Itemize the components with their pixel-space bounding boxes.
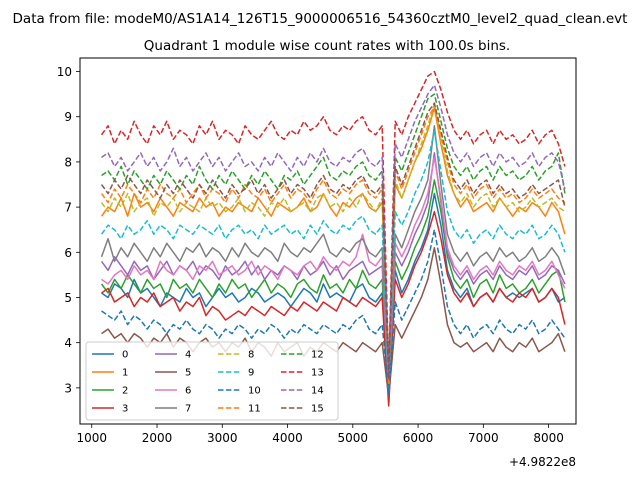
y-tick-label: 7	[64, 201, 72, 215]
legend-label-5: 5	[185, 368, 191, 379]
x-tick-label: 1000	[76, 431, 107, 445]
figure-suptitle: Data from file: modeM0/AS1A14_126T15_900…	[13, 11, 628, 27]
x-axis-ticks: 1000 2000 3000 4000 5000 6000 7000 8000	[76, 424, 564, 445]
x-tick-label: 3000	[207, 431, 238, 445]
y-tick-label: 4	[64, 336, 72, 350]
series-line-6	[101, 156, 566, 394]
legend-label-10: 10	[248, 386, 261, 397]
x-tick-label: 4000	[272, 431, 303, 445]
series-line-3	[101, 210, 566, 407]
series-line-9	[100, 129, 566, 389]
series-line-11	[100, 106, 566, 385]
legend-label-14: 14	[311, 386, 324, 397]
x-tick-label: 8000	[533, 431, 564, 445]
series-line-14	[101, 84, 566, 380]
legend-label-9: 9	[248, 368, 254, 379]
legend-label-0: 0	[122, 350, 128, 361]
plot-area	[79, 57, 577, 425]
legend-label-15: 15	[311, 404, 324, 415]
series-line-10	[101, 228, 566, 394]
y-tick-label: 6	[64, 246, 72, 260]
x-tick-label: 7000	[468, 431, 499, 445]
x-offset-label: +4.9822e8	[509, 455, 576, 469]
legend-label-1: 1	[122, 368, 128, 379]
y-tick-label: 5	[64, 291, 72, 305]
legend-label-3: 3	[122, 404, 128, 415]
legend-label-6: 6	[185, 386, 191, 397]
legend-label-8: 8	[248, 350, 254, 361]
y-tick-label: 10	[57, 65, 72, 79]
y-tick-label: 8	[64, 155, 72, 169]
chart-title: Quadrant 1 module wise count rates with …	[144, 38, 510, 54]
y-axis-ticks: 3 4 5 6 7 8 9 10	[57, 65, 80, 395]
series-line-1	[100, 106, 566, 389]
series-line-2	[100, 179, 566, 398]
legend-frame	[85, 341, 339, 421]
series-layer	[100, 70, 566, 407]
series-line-13	[100, 70, 566, 371]
series-line-7	[100, 125, 566, 389]
axes-frame	[79, 57, 577, 425]
y-tick-label: 3	[64, 381, 72, 395]
series-line-15	[100, 102, 566, 380]
legend-label-12: 12	[311, 350, 324, 361]
legend-label-7: 7	[185, 404, 191, 415]
legend-label-4: 4	[185, 350, 191, 361]
legend-label-13: 13	[311, 368, 324, 379]
y-tick-label: 9	[64, 110, 72, 124]
x-tick-label: 6000	[403, 431, 434, 445]
series-line-12	[101, 93, 566, 376]
legend-label-11: 11	[248, 404, 261, 415]
legend-label-2: 2	[122, 386, 128, 397]
series-line-8	[100, 102, 566, 385]
x-tick-label: 2000	[142, 431, 173, 445]
x-tick-label: 5000	[338, 431, 369, 445]
